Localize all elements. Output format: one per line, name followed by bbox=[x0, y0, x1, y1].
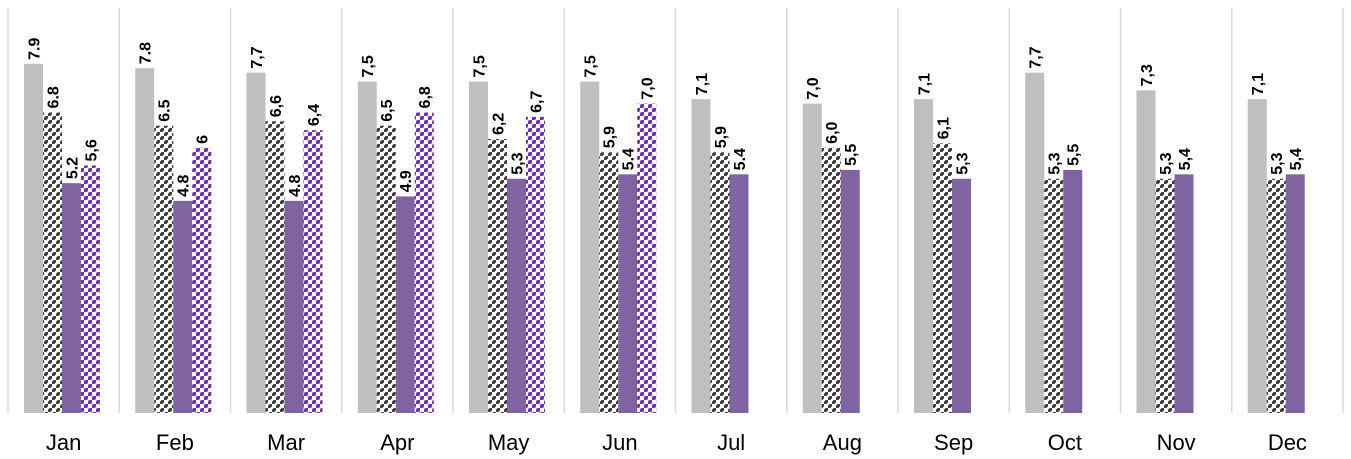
bar-apr-series-3 bbox=[395, 196, 415, 413]
data-label-feb-series-3: 4.8 bbox=[176, 175, 193, 197]
bar-sep-series-2 bbox=[933, 143, 952, 413]
bar-mar-series-1 bbox=[246, 72, 266, 413]
category-label-feb: Feb bbox=[156, 430, 194, 455]
bar-feb-series-2 bbox=[154, 125, 174, 413]
category-label-mar: Mar bbox=[267, 430, 305, 455]
category-label-jul: Jul bbox=[717, 430, 745, 455]
data-label-apr-series-3: 4.9 bbox=[398, 170, 415, 192]
category-label-apr: Apr bbox=[380, 430, 414, 455]
data-label-may-series-3: 5,3 bbox=[510, 152, 527, 174]
data-label-apr-series-1: 7,5 bbox=[360, 55, 377, 77]
bar-mar-series-3 bbox=[284, 200, 304, 413]
bar-dec-series-2 bbox=[1266, 178, 1286, 413]
bar-aug-series-1 bbox=[802, 103, 822, 414]
category-label-jun: Jun bbox=[602, 430, 637, 455]
bar-jan-series-3 bbox=[62, 183, 81, 413]
data-label-aug-series-2: 6,0 bbox=[824, 121, 841, 143]
data-label-mar-series-1: 7,7 bbox=[249, 46, 266, 68]
data-label-mar-series-2: 6,6 bbox=[268, 95, 285, 117]
bar-mar-series-4 bbox=[303, 130, 323, 413]
bar-mar-series-2 bbox=[265, 121, 285, 413]
data-label-jul-series-2: 5,9 bbox=[713, 126, 730, 148]
bar-jul-series-1 bbox=[691, 99, 711, 413]
data-label-apr-series-4: 6,8 bbox=[417, 86, 434, 108]
data-label-nov-series-1: 7,3 bbox=[1139, 64, 1156, 86]
bar-aug-series-3 bbox=[840, 169, 860, 413]
data-label-nov-series-3: 5,4 bbox=[1177, 148, 1194, 170]
data-label-jul-series-1: 7,1 bbox=[694, 73, 711, 95]
category-label-oct: Oct bbox=[1048, 430, 1082, 455]
data-label-jun-series-1: 7,5 bbox=[583, 55, 600, 77]
data-label-nov-series-2: 5,3 bbox=[1158, 152, 1175, 174]
bar-aug-series-2 bbox=[821, 147, 841, 413]
bar-feb-series-3 bbox=[173, 200, 193, 413]
data-label-feb-series-4: 6 bbox=[195, 135, 212, 144]
bar-may-series-1 bbox=[469, 81, 488, 413]
bar-nov-series-3 bbox=[1174, 174, 1194, 413]
data-label-jul-series-3: 5.4 bbox=[732, 148, 749, 170]
bar-jun-series-1 bbox=[580, 81, 600, 413]
data-label-dec-series-1: 7,1 bbox=[1250, 73, 1267, 95]
category-label-sep: Sep bbox=[934, 430, 973, 455]
bar-oct-series-2 bbox=[1044, 178, 1064, 413]
data-label-oct-series-2: 5,3 bbox=[1047, 152, 1064, 174]
bar-jan-series-4 bbox=[81, 165, 100, 413]
bar-jan-series-1 bbox=[24, 63, 43, 413]
bar-jun-series-2 bbox=[599, 152, 619, 414]
bar-oct-series-3 bbox=[1063, 169, 1083, 413]
bar-sep-series-3 bbox=[952, 178, 971, 413]
data-label-dec-series-2: 5,3 bbox=[1269, 152, 1286, 174]
data-label-may-series-4: 6,7 bbox=[529, 91, 546, 113]
data-label-jan-series-1: 7.9 bbox=[26, 37, 43, 59]
category-label-jan: Jan bbox=[46, 430, 81, 455]
data-label-aug-series-1: 7,0 bbox=[805, 77, 822, 99]
data-label-jan-series-3: 5.2 bbox=[65, 157, 82, 179]
data-label-may-series-2: 6,2 bbox=[491, 113, 508, 135]
data-label-jan-series-2: 6.8 bbox=[46, 86, 63, 108]
data-label-jun-series-2: 5,9 bbox=[602, 126, 619, 148]
bar-feb-series-4 bbox=[192, 147, 212, 413]
bar-may-series-3 bbox=[507, 178, 526, 413]
bar-jun-series-4 bbox=[637, 103, 657, 414]
category-label-aug: Aug bbox=[823, 430, 862, 455]
data-label-aug-series-3: 5,5 bbox=[843, 144, 860, 166]
bar-jul-series-2 bbox=[710, 152, 730, 414]
data-label-oct-series-1: 7,7 bbox=[1028, 46, 1045, 68]
data-label-feb-series-2: 6.5 bbox=[157, 99, 174, 121]
data-label-jan-series-4: 5,6 bbox=[84, 139, 101, 161]
bar-jan-series-2 bbox=[43, 112, 62, 413]
bar-apr-series-1 bbox=[357, 81, 377, 413]
data-label-may-series-1: 7,5 bbox=[472, 55, 489, 77]
category-label-nov: Nov bbox=[1157, 430, 1196, 455]
bar-sep-series-1 bbox=[914, 99, 933, 413]
category-label-may: May bbox=[488, 430, 530, 455]
category-label-dec: Dec bbox=[1268, 430, 1307, 455]
bar-apr-series-2 bbox=[376, 125, 396, 413]
bar-dec-series-1 bbox=[1247, 99, 1267, 413]
data-label-sep-series-3: 5,3 bbox=[955, 152, 972, 174]
bar-nov-series-2 bbox=[1155, 178, 1175, 413]
bar-feb-series-1 bbox=[135, 68, 155, 413]
data-label-mar-series-3: 4.8 bbox=[287, 175, 304, 197]
bar-jul-series-3 bbox=[729, 174, 749, 413]
bar-oct-series-1 bbox=[1025, 72, 1045, 413]
data-label-jun-series-4: 7,0 bbox=[640, 77, 657, 99]
data-label-mar-series-4: 6,4 bbox=[306, 104, 323, 126]
bar-jun-series-3 bbox=[618, 174, 638, 413]
bar-apr-series-4 bbox=[414, 112, 434, 413]
bar-nov-series-1 bbox=[1136, 90, 1156, 413]
data-label-dec-series-3: 5,4 bbox=[1288, 148, 1305, 170]
data-label-jun-series-3: 5.4 bbox=[621, 148, 638, 170]
bar-may-series-4 bbox=[526, 116, 545, 414]
data-label-feb-series-1: 7.8 bbox=[138, 42, 155, 64]
data-label-sep-series-2: 6,1 bbox=[936, 117, 953, 139]
bar-dec-series-3 bbox=[1285, 174, 1305, 413]
bar-may-series-2 bbox=[488, 138, 507, 413]
data-label-apr-series-2: 6,5 bbox=[379, 99, 396, 121]
data-label-oct-series-3: 5,5 bbox=[1066, 144, 1083, 166]
data-label-sep-series-1: 7,1 bbox=[917, 73, 934, 95]
